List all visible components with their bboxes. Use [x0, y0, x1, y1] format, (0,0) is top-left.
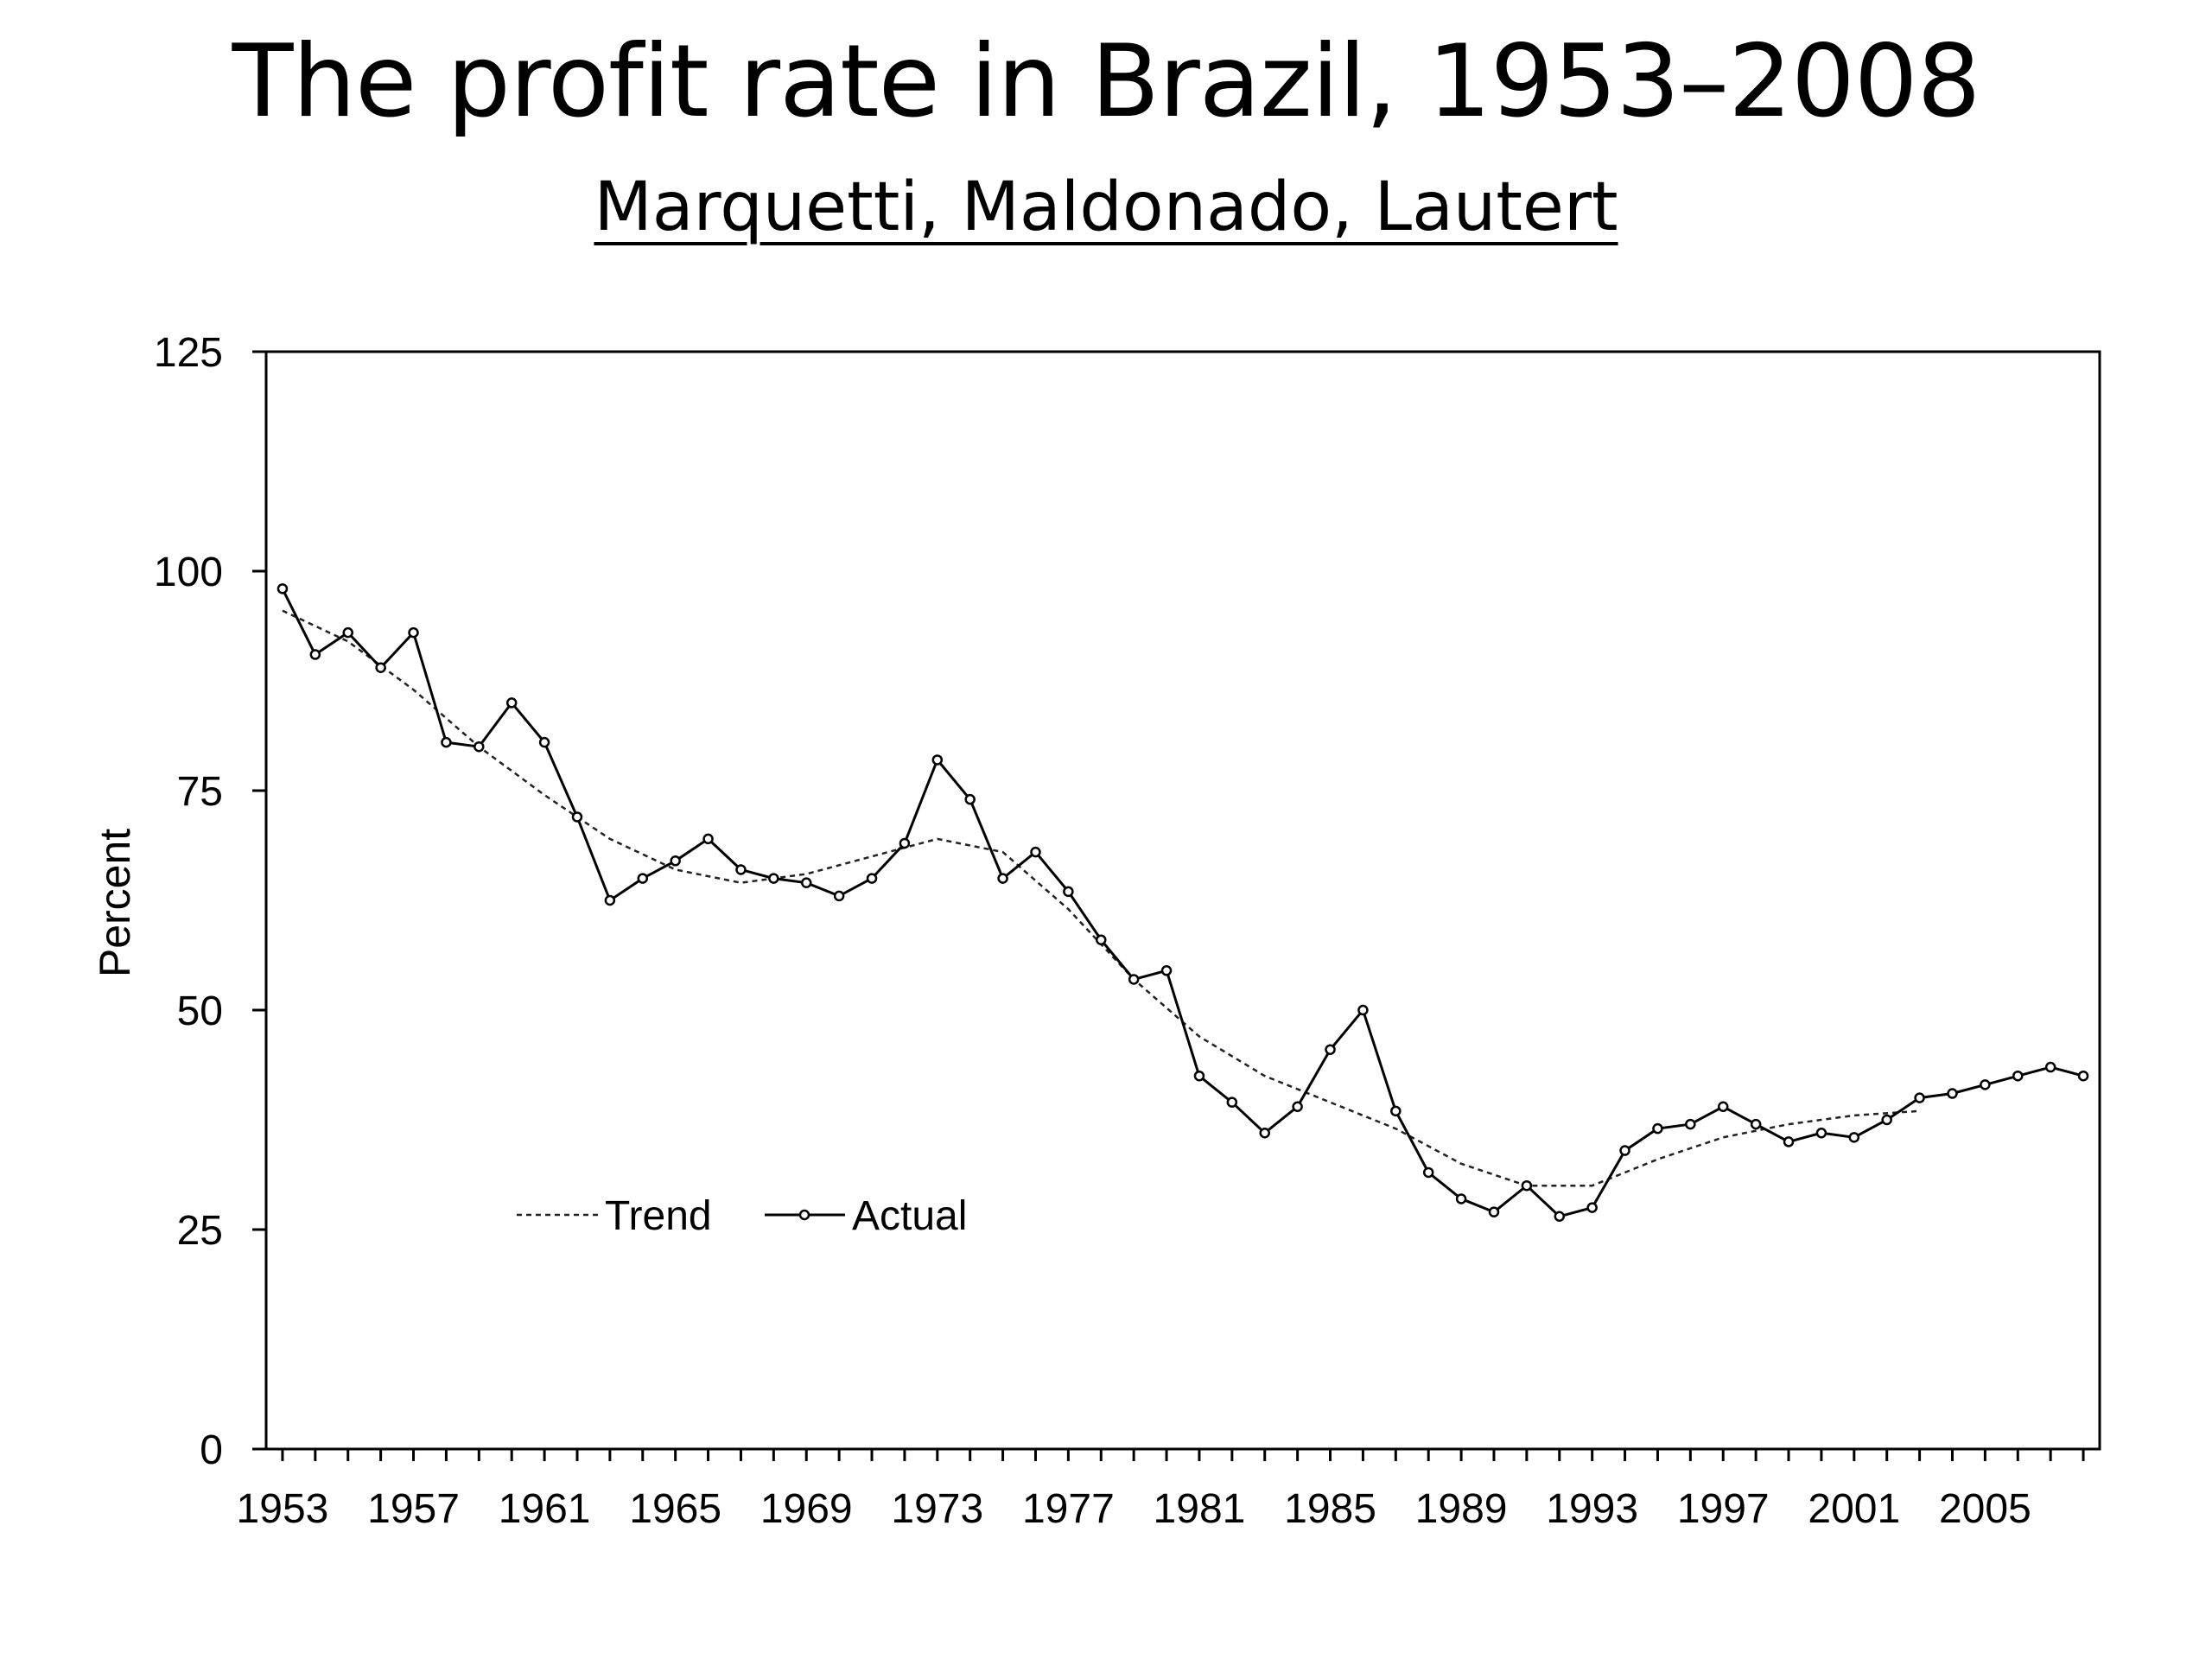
legend-actual-marker: [798, 1209, 810, 1221]
actual-point: [800, 877, 812, 888]
x-tick-label: 1977: [1022, 1486, 1115, 1532]
actual-point: [375, 662, 386, 674]
y-tick-label: 75: [177, 769, 223, 815]
y-tick-label: 125: [154, 330, 223, 376]
x-tick-label: 1957: [367, 1486, 460, 1532]
actual-point: [1357, 1004, 1369, 1016]
actual-point: [866, 873, 878, 884]
actual-point: [276, 583, 289, 594]
x-tick-label: 1993: [1546, 1486, 1638, 1532]
actual-point: [1193, 1070, 1205, 1082]
actual-point: [441, 736, 452, 748]
y-tick-label: 25: [177, 1208, 223, 1254]
actual-point: [899, 837, 911, 849]
actual-point: [505, 697, 518, 709]
actual-point: [1619, 1145, 1630, 1156]
x-tick-label: 2005: [1939, 1486, 2031, 1532]
actual-point: [1226, 1096, 1238, 1108]
y-axis-label: Percent: [91, 829, 139, 977]
actual-point: [702, 833, 714, 845]
actual-point: [309, 649, 321, 660]
x-tick-label: 1965: [629, 1486, 721, 1532]
actual-point: [1848, 1132, 1860, 1143]
actual-point: [997, 873, 1008, 884]
actual-point: [1030, 846, 1041, 858]
actual-point: [1717, 1101, 1729, 1113]
x-tick-label: 1989: [1415, 1486, 1508, 1532]
y-tick-label: 0: [200, 1427, 223, 1473]
actual-point: [670, 855, 681, 867]
x-tick-label: 2001: [1808, 1486, 1900, 1532]
actual-point: [833, 890, 845, 902]
actual-point: [1521, 1179, 1533, 1192]
actual-point: [931, 754, 944, 766]
actual-point: [1750, 1118, 1762, 1130]
actual-point: [1422, 1166, 1434, 1179]
chart-legend: Trend Actual: [517, 1193, 967, 1239]
actual-point: [2077, 1070, 2089, 1082]
actual-point: [474, 741, 485, 753]
actual-point: [1980, 1079, 1991, 1090]
y-tick-label: 50: [177, 988, 223, 1034]
actual-point: [1063, 886, 1074, 898]
actual-point: [1455, 1193, 1467, 1205]
actual-point: [1390, 1105, 1402, 1117]
actual-point: [1685, 1118, 1696, 1130]
actual-point: [1881, 1114, 1892, 1126]
actual-point: [637, 873, 649, 884]
x-tick-label: 1969: [760, 1486, 853, 1532]
actual-point: [964, 793, 976, 805]
actual-point: [538, 736, 550, 748]
legend-trend-label: Trend: [605, 1193, 712, 1239]
actual-point: [1259, 1127, 1270, 1139]
actual-point: [571, 811, 583, 823]
actual-point: [1096, 934, 1107, 945]
x-tick-label: 1985: [1284, 1486, 1376, 1532]
actual-point: [1947, 1088, 1958, 1099]
actual-point: [342, 626, 353, 639]
actual-point: [1783, 1136, 1795, 1147]
slide-subtitle-text: Marquetti, Maldonado, Lautert: [594, 168, 1618, 246]
actual-point: [1652, 1122, 1663, 1135]
actual-point: [1160, 965, 1173, 976]
chart-axes: 0 25 50 75 100 125 1953 1957 1961 1965 1969 1973 197…: [154, 330, 2101, 1532]
x-tick-label: 1973: [891, 1486, 983, 1532]
actual-point: [1914, 1092, 1925, 1103]
x-tick-label: 1997: [1677, 1486, 1770, 1532]
actual-point: [735, 864, 747, 875]
actual-point: [768, 873, 779, 884]
actual-point: [1488, 1206, 1500, 1217]
actual-point: [1554, 1211, 1566, 1223]
actual-point: [1325, 1044, 1336, 1055]
actual-point: [1292, 1101, 1303, 1113]
actual-point: [1128, 974, 1140, 985]
trend-series: [282, 609, 1920, 1187]
x-tick-label: 1953: [237, 1486, 329, 1532]
actual-point: [2044, 1061, 2056, 1073]
x-tick-label: 1961: [499, 1486, 591, 1532]
trend-line: [282, 609, 1920, 1187]
x-tick-label: 1981: [1154, 1486, 1246, 1532]
actual-point: [1815, 1127, 1827, 1139]
slide-subtitle: Marquetti, Maldonado, Lautert: [0, 160, 2212, 255]
actual-point: [408, 626, 419, 639]
y-tick-label: 100: [154, 550, 223, 595]
slide-title: The profit rate in Brazil, 1953–2008: [232, 23, 1981, 140]
actual-point: [1586, 1202, 1598, 1213]
legend-actual-label: Actual: [852, 1193, 967, 1239]
actual-point: [2012, 1070, 2024, 1082]
actual-series: [276, 583, 2089, 1223]
plot-frame: [264, 350, 2101, 1451]
actual-line: [281, 588, 2084, 1218]
actual-point: [604, 894, 616, 906]
